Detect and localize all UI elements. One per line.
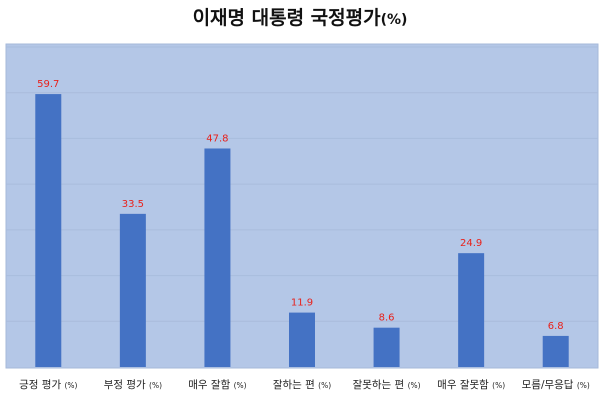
x-tick-label: 매우 잘못함 (%) <box>437 379 505 391</box>
chart-title: 이재명 대통령 국정평가(%) <box>193 7 408 29</box>
bar <box>458 253 485 367</box>
x-tick-label: 부정 평가 (%) <box>104 379 162 391</box>
x-tick-label: 잘하는 편 (%) <box>273 378 331 391</box>
gridlines <box>6 46 598 322</box>
bar <box>119 213 146 367</box>
value-labels: 59.7 33.5 47.8 11.9 8.6 24.9 6.8 <box>37 79 564 332</box>
bars <box>35 94 569 367</box>
chart-title-unit: (%) <box>381 12 408 28</box>
value-label: 59.7 <box>37 79 59 90</box>
bar <box>373 327 400 367</box>
value-label: 11.9 <box>291 298 313 309</box>
value-label: 33.5 <box>122 199 144 210</box>
x-tick-label: 모름/무응답 (%) <box>522 379 590 391</box>
x-tick-label: 긍정 평가 (%) <box>19 379 77 391</box>
bar <box>289 312 315 367</box>
value-label: 24.9 <box>460 238 482 249</box>
value-label: 8.6 <box>379 313 395 324</box>
bar <box>542 335 569 367</box>
x-tick-labels: 긍정 평가 (%) 부정 평가 (%) 매우 잘함 (%) 잘하는 편 (%) 잘못하는… <box>19 378 590 391</box>
chart-title-main: 이재명 대통령 국정평가 <box>193 7 382 29</box>
bar <box>35 94 62 367</box>
bar <box>204 148 231 367</box>
x-tick-label: 잘못하는 편 (%) <box>353 378 421 391</box>
value-label: 47.8 <box>206 133 228 144</box>
x-tick-label: 매우 잘함 (%) <box>188 379 246 391</box>
value-label: 6.8 <box>548 321 564 332</box>
